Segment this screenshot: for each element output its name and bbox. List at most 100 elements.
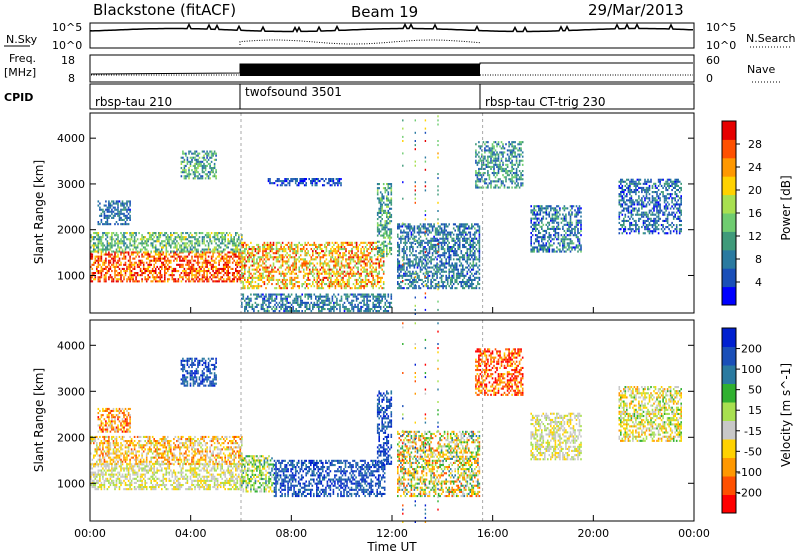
data-cell xyxy=(348,258,350,261)
data-cell xyxy=(482,180,485,183)
data-cell xyxy=(159,272,162,275)
data-cell xyxy=(505,159,507,162)
data-cell xyxy=(120,204,122,207)
data-cell xyxy=(194,177,196,180)
data-cell xyxy=(401,231,404,234)
data-cell xyxy=(472,260,475,263)
data-cell xyxy=(250,305,252,308)
data-cell xyxy=(302,178,304,181)
data-cell xyxy=(210,250,213,253)
data-cell xyxy=(478,233,481,236)
data-cell xyxy=(262,281,264,284)
data-cell xyxy=(191,265,193,268)
data-cell xyxy=(278,180,280,183)
data-cell xyxy=(363,258,365,261)
data-cell xyxy=(465,285,467,288)
data-cell xyxy=(460,272,463,275)
data-cell xyxy=(331,256,334,259)
data-cell xyxy=(109,223,112,226)
data-cell xyxy=(305,283,308,286)
data-cell xyxy=(100,248,103,251)
data-cell xyxy=(94,278,97,281)
data-cell xyxy=(375,241,377,244)
data-cell xyxy=(366,243,368,246)
data-cell xyxy=(490,186,492,189)
data-cell xyxy=(382,295,385,298)
data-cell xyxy=(275,301,278,304)
data-cell xyxy=(117,261,119,264)
data-cell xyxy=(460,264,463,267)
data-cell xyxy=(123,255,125,258)
data-cell xyxy=(458,281,461,284)
data-cell xyxy=(158,251,160,254)
data-cell xyxy=(206,152,208,155)
data-cell xyxy=(312,258,314,261)
data-cell xyxy=(478,227,481,230)
data-cell xyxy=(337,182,339,185)
data-cell xyxy=(462,231,464,234)
data-cell xyxy=(506,165,509,168)
data-cell xyxy=(372,274,374,277)
data-cell xyxy=(331,268,334,271)
data-cell xyxy=(188,250,190,253)
data-cell xyxy=(381,252,383,255)
data-cell xyxy=(207,158,210,161)
data-cell xyxy=(434,237,437,240)
data-cell xyxy=(410,227,413,230)
data-cell xyxy=(222,267,225,270)
data-cell xyxy=(219,259,222,262)
data-cell xyxy=(215,261,217,264)
data-cell xyxy=(454,266,456,269)
data-cell xyxy=(463,225,466,228)
data-cell xyxy=(389,236,391,239)
data-cell xyxy=(404,262,407,265)
data-cell xyxy=(133,263,136,266)
data-cell xyxy=(268,293,270,296)
data-cell xyxy=(194,280,196,283)
data-cell xyxy=(277,278,279,281)
data-cell xyxy=(409,272,411,275)
data-cell xyxy=(215,242,217,245)
data-cell xyxy=(179,250,181,253)
data-cell xyxy=(239,270,242,273)
data-cell xyxy=(105,204,107,207)
data-cell xyxy=(188,272,190,275)
data-cell xyxy=(318,297,320,300)
data-cell xyxy=(352,266,355,269)
data-cell xyxy=(370,308,373,311)
data-cell xyxy=(105,259,107,262)
data-cell xyxy=(479,157,482,160)
data-cell xyxy=(343,274,346,277)
data-cell xyxy=(247,287,249,290)
data-cell xyxy=(400,239,402,242)
data-cell xyxy=(145,244,148,247)
data-cell xyxy=(398,287,401,290)
data-cell xyxy=(286,256,288,259)
data-cell xyxy=(337,270,340,273)
data-cell xyxy=(132,240,134,243)
data-cell xyxy=(397,266,399,269)
data-cell xyxy=(352,283,355,286)
data-cell xyxy=(330,310,332,313)
data-cell xyxy=(465,225,467,228)
data-cell xyxy=(180,265,183,268)
data-cell xyxy=(124,242,127,245)
data-cell xyxy=(123,234,125,237)
data-cell xyxy=(231,261,234,264)
data-cell xyxy=(106,240,109,243)
data-cell xyxy=(304,243,306,246)
data-cell xyxy=(213,173,216,176)
data-cell xyxy=(124,263,127,266)
data-cell xyxy=(114,270,116,273)
data-cell xyxy=(381,234,383,237)
data-cell xyxy=(349,303,352,306)
data-cell xyxy=(472,283,475,286)
data-cell xyxy=(443,227,446,230)
data-cell xyxy=(445,233,447,236)
data-cell xyxy=(443,285,446,288)
data-cell xyxy=(352,305,355,308)
data-cell xyxy=(266,268,269,271)
data-cell xyxy=(425,276,428,279)
data-cell xyxy=(230,238,232,241)
data-cell xyxy=(475,231,478,234)
